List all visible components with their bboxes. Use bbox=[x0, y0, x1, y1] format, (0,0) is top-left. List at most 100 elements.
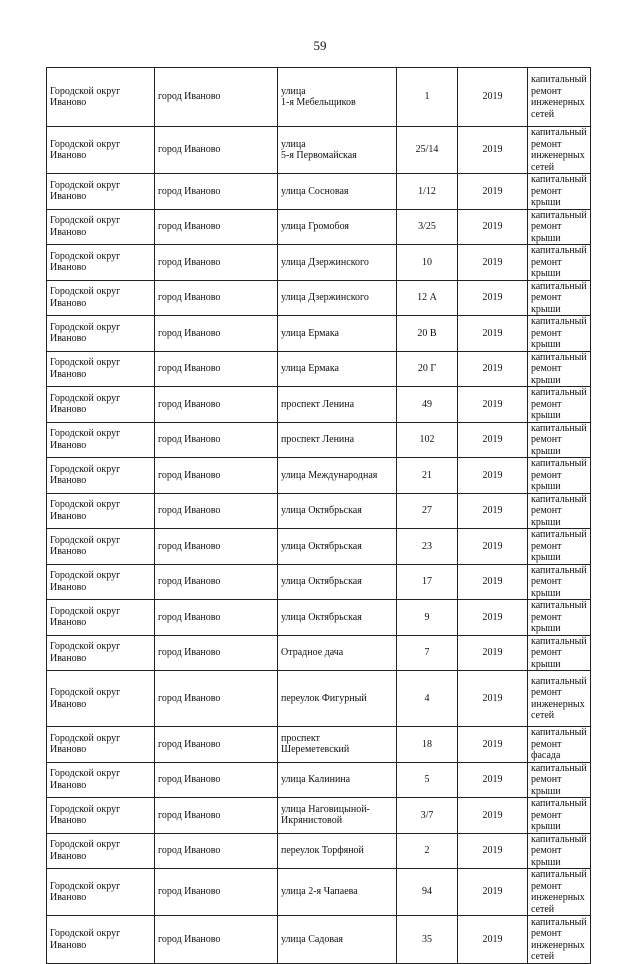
house-number-cell: 20 В bbox=[396, 315, 458, 352]
city-cell: город Иваново bbox=[154, 208, 278, 245]
work-type-cell: капитальный ремонт инженерных сетей bbox=[527, 126, 591, 174]
street-cell: переулок Торфяной bbox=[277, 832, 397, 869]
street-cell: улица Октябрьская bbox=[277, 492, 397, 529]
work-type-cell: капитальный ремонт крыши bbox=[527, 350, 591, 387]
table-row: Городской округ Иваново город Иваново улиц… bbox=[46, 315, 591, 352]
table-row: Городской округ Иваново город Иваново улиц… bbox=[46, 563, 591, 600]
city-cell: город Иваново bbox=[154, 279, 278, 316]
city-cell: город Иваново bbox=[154, 761, 278, 798]
city-cell: город Иваново bbox=[154, 915, 278, 964]
district-cell: Городской округ Иваново bbox=[46, 244, 155, 281]
house-number-cell: 2 bbox=[396, 832, 458, 869]
year-cell: 2019 bbox=[457, 67, 528, 127]
street-cell: проспект Ленина bbox=[277, 386, 397, 423]
house-number-cell: 9 bbox=[396, 599, 458, 636]
house-number-cell: 4 bbox=[396, 670, 458, 727]
house-number-cell: 94 bbox=[396, 868, 458, 916]
year-cell: 2019 bbox=[457, 279, 528, 316]
city-cell: город Иваново bbox=[154, 421, 278, 458]
work-type-cell: капитальный ремонт инженерных сетей bbox=[527, 67, 591, 127]
year-cell: 2019 bbox=[457, 173, 528, 210]
year-cell: 2019 bbox=[457, 492, 528, 529]
street-cell: улица 1-я Мебельщиков bbox=[277, 67, 397, 127]
table-row: Городской округ Иваново город Иваново улиц… bbox=[46, 173, 591, 210]
district-cell: Городской округ Иваново bbox=[46, 350, 155, 387]
city-cell: город Иваново bbox=[154, 173, 278, 210]
street-cell: улица Садовая bbox=[277, 915, 397, 964]
city-cell: город Иваново bbox=[154, 492, 278, 529]
year-cell: 2019 bbox=[457, 832, 528, 869]
district-cell: Городской округ Иваново bbox=[46, 67, 155, 127]
table-row: Городской округ Иваново город Иваново прос… bbox=[46, 726, 591, 763]
work-type-cell: капитальный ремонт крыши bbox=[527, 761, 591, 798]
city-cell: город Иваново bbox=[154, 67, 278, 127]
city-cell: город Иваново bbox=[154, 126, 278, 174]
work-type-cell: капитальный ремонт крыши bbox=[527, 634, 591, 671]
street-cell: Отрадное дача bbox=[277, 634, 397, 671]
work-type-cell: капитальный ремонт крыши bbox=[527, 421, 591, 458]
house-number-cell: 35 bbox=[396, 915, 458, 964]
street-cell: улица Октябрьская bbox=[277, 599, 397, 636]
street-cell: улица Дзержинского bbox=[277, 244, 397, 281]
street-cell: улица Сосновая bbox=[277, 173, 397, 210]
table-row: Городской округ Иваново город Иваново улиц… bbox=[46, 457, 591, 494]
house-number-cell: 25/14 bbox=[396, 126, 458, 174]
district-cell: Городской округ Иваново bbox=[46, 279, 155, 316]
street-cell: улица Международная bbox=[277, 457, 397, 494]
work-type-cell: капитальный ремонт крыши bbox=[527, 208, 591, 245]
district-cell: Городской округ Иваново bbox=[46, 915, 155, 964]
district-cell: Городской округ Иваново bbox=[46, 670, 155, 727]
work-type-cell: капитальный ремонт инженерных сетей bbox=[527, 915, 591, 964]
work-type-cell: капитальный ремонт крыши bbox=[527, 279, 591, 316]
district-cell: Городской округ Иваново bbox=[46, 492, 155, 529]
work-type-cell: капитальный ремонт крыши bbox=[527, 457, 591, 494]
street-cell: проспект Шереметевский bbox=[277, 726, 397, 763]
district-cell: Городской округ Иваново bbox=[46, 832, 155, 869]
work-type-cell: капитальный ремонт крыши bbox=[527, 797, 591, 834]
work-type-cell: капитальный ремонт крыши bbox=[527, 599, 591, 636]
district-cell: Городской округ Иваново bbox=[46, 563, 155, 600]
street-cell: переулок Фигурный bbox=[277, 670, 397, 727]
street-cell: улица Ермака bbox=[277, 315, 397, 352]
year-cell: 2019 bbox=[457, 670, 528, 727]
year-cell: 2019 bbox=[457, 421, 528, 458]
street-cell: улица Громобоя bbox=[277, 208, 397, 245]
city-cell: город Иваново bbox=[154, 797, 278, 834]
year-cell: 2019 bbox=[457, 386, 528, 423]
house-number-cell: 21 bbox=[396, 457, 458, 494]
table-row: Городской округ Иваново город Иваново Отра… bbox=[46, 634, 591, 671]
house-number-cell: 3/25 bbox=[396, 208, 458, 245]
district-cell: Городской округ Иваново bbox=[46, 173, 155, 210]
city-cell: город Иваново bbox=[154, 386, 278, 423]
house-number-cell: 5 bbox=[396, 761, 458, 798]
year-cell: 2019 bbox=[457, 599, 528, 636]
city-cell: город Иваново bbox=[154, 599, 278, 636]
year-cell: 2019 bbox=[457, 126, 528, 174]
house-number-cell: 12 А bbox=[396, 279, 458, 316]
district-cell: Городской округ Иваново bbox=[46, 457, 155, 494]
street-cell: улица Октябрьская bbox=[277, 528, 397, 565]
year-cell: 2019 bbox=[457, 634, 528, 671]
work-type-cell: капитальный ремонт инженерных сетей bbox=[527, 868, 591, 916]
district-cell: Городской округ Иваново bbox=[46, 315, 155, 352]
house-number-cell: 27 bbox=[396, 492, 458, 529]
district-cell: Городской округ Иваново bbox=[46, 386, 155, 423]
table-row: Городской округ Иваново город Иваново прос… bbox=[46, 421, 591, 458]
work-type-cell: капитальный ремонт крыши bbox=[527, 173, 591, 210]
year-cell: 2019 bbox=[457, 797, 528, 834]
house-number-cell: 20 Г bbox=[396, 350, 458, 387]
work-type-cell: капитальный ремонт крыши bbox=[527, 528, 591, 565]
district-cell: Городской округ Иваново bbox=[46, 761, 155, 798]
year-cell: 2019 bbox=[457, 528, 528, 565]
district-cell: Городской округ Иваново bbox=[46, 868, 155, 916]
city-cell: город Иваново bbox=[154, 670, 278, 727]
table-row: Городской округ Иваново город Иваново улиц… bbox=[46, 868, 591, 916]
work-type-cell: капитальный ремонт крыши bbox=[527, 492, 591, 529]
city-cell: город Иваново bbox=[154, 350, 278, 387]
city-cell: город Иваново bbox=[154, 726, 278, 763]
district-cell: Городской округ Иваново bbox=[46, 126, 155, 174]
year-cell: 2019 bbox=[457, 726, 528, 763]
table-row: Городской округ Иваново город Иваново улиц… bbox=[46, 350, 591, 387]
year-cell: 2019 bbox=[457, 915, 528, 964]
house-number-cell: 7 bbox=[396, 634, 458, 671]
